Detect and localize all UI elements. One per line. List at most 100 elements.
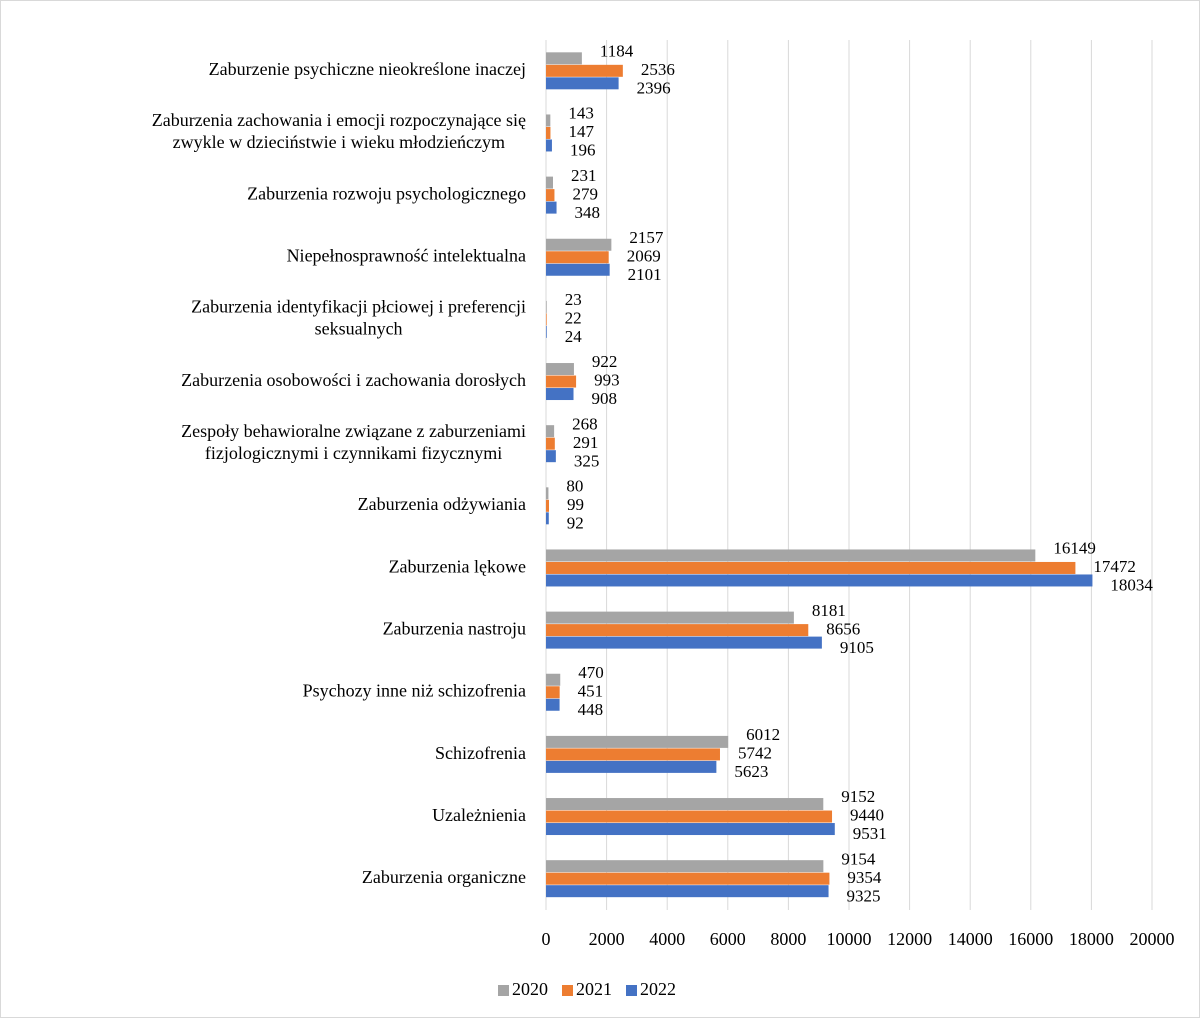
- bar: [546, 52, 582, 65]
- data-label: 231: [571, 166, 597, 185]
- bar: [546, 77, 619, 90]
- data-label: 279: [572, 184, 598, 203]
- bar: [546, 313, 547, 326]
- bar: [546, 425, 555, 438]
- bar: [546, 748, 720, 761]
- bar: [546, 798, 824, 811]
- bar: [546, 624, 809, 637]
- bar: [546, 388, 574, 401]
- x-tick-label: 14000: [948, 929, 993, 949]
- data-label: 5742: [738, 744, 772, 763]
- data-label: 9440: [850, 806, 884, 825]
- category-label: Zaburzenia organiczne: [362, 867, 526, 887]
- x-tick-label: 10000: [827, 929, 872, 949]
- bar: [546, 611, 794, 624]
- data-label: 9152: [841, 787, 875, 806]
- category-label: Zaburzenia identyfikacji płciowej i pref…: [191, 297, 526, 339]
- legend-label: 2022: [640, 979, 676, 999]
- bar: [546, 885, 829, 898]
- data-label: 2069: [627, 246, 661, 265]
- data-label: 196: [570, 141, 596, 160]
- data-label: 6012: [746, 725, 780, 744]
- category-label: Zaburzenia zachowania i emocji rozpoczyn…: [152, 110, 526, 152]
- data-label: 348: [575, 203, 601, 222]
- data-label: 17472: [1093, 557, 1136, 576]
- data-label: 5623: [734, 762, 768, 781]
- data-label: 2101: [628, 265, 662, 284]
- bar: [546, 450, 556, 463]
- category-label: Zaburzenia rozwoju psychologicznego: [247, 183, 526, 203]
- legend-swatch: [626, 985, 637, 996]
- data-label: 147: [568, 122, 594, 141]
- bar: [546, 126, 551, 139]
- bar: [546, 437, 555, 450]
- legend: 2020 2021 2022: [498, 979, 676, 999]
- category-label: Zespoły behawioralne związane z zaburzen…: [181, 421, 526, 463]
- data-label: 1184: [600, 41, 634, 60]
- category-label: Zaburzenia nastroju: [383, 618, 526, 638]
- bar: [546, 636, 822, 649]
- data-label: 922: [592, 352, 618, 371]
- data-label: 908: [592, 389, 618, 408]
- bar: [546, 561, 1076, 574]
- bar: [546, 375, 577, 388]
- bar: [546, 574, 1093, 587]
- category-label: Zaburzenia odżywiania: [358, 494, 526, 514]
- data-label: 22: [565, 309, 582, 328]
- data-label: 9105: [840, 638, 874, 657]
- data-label: 24: [565, 327, 583, 346]
- data-label: 143: [568, 104, 594, 123]
- x-tick-label: 2000: [589, 929, 625, 949]
- data-label: 451: [578, 681, 604, 700]
- data-label: 2157: [629, 228, 664, 247]
- data-label: 18034: [1110, 576, 1153, 595]
- x-tick-label: 20000: [1130, 929, 1175, 949]
- data-label: 291: [573, 433, 599, 452]
- bar: [546, 251, 609, 264]
- legend-label: 2020: [512, 979, 548, 999]
- x-tick-label: 4000: [649, 929, 685, 949]
- data-label: 8181: [812, 601, 846, 620]
- data-label: 92: [567, 513, 584, 532]
- data-label: 2396: [637, 78, 671, 97]
- category-label: Niepełnosprawność intelektualna: [287, 246, 526, 266]
- bar: [546, 139, 552, 152]
- bar: [546, 512, 549, 525]
- x-tick-label: 8000: [770, 929, 806, 949]
- bar: [546, 189, 555, 202]
- legend-swatch: [562, 985, 573, 996]
- data-label: 448: [578, 700, 604, 719]
- bar: [546, 499, 549, 512]
- bar: [546, 176, 553, 189]
- bar: [546, 201, 557, 214]
- data-label: 9354: [847, 868, 882, 887]
- bar: [546, 64, 623, 77]
- category-label: Zaburzenia lękowe: [389, 556, 526, 576]
- data-label: 9531: [853, 824, 887, 843]
- x-tick-label: 6000: [710, 929, 746, 949]
- bar: [546, 263, 610, 276]
- legend-swatch: [498, 985, 509, 996]
- data-label: 993: [594, 371, 620, 390]
- x-tick-label: 12000: [887, 929, 932, 949]
- data-label: 9325: [847, 886, 881, 905]
- bar: [546, 810, 833, 823]
- data-label: 2536: [641, 60, 675, 79]
- bar: [546, 760, 717, 773]
- data-label: 9154: [841, 849, 876, 868]
- data-label: 16149: [1053, 539, 1096, 558]
- bar: [546, 114, 551, 127]
- legend-label: 2021: [576, 979, 612, 999]
- bar: [546, 698, 560, 711]
- x-tick-label: 0: [542, 929, 551, 949]
- bar: [546, 686, 560, 699]
- bar: [546, 549, 1036, 562]
- bar: [546, 300, 547, 313]
- category-label: Schizofrenia: [435, 743, 526, 763]
- x-tick-label: 18000: [1069, 929, 1114, 949]
- x-tick-label: 16000: [1008, 929, 1053, 949]
- category-label: Psychozy inne niż schizofrenia: [303, 681, 526, 701]
- bar: [546, 325, 547, 338]
